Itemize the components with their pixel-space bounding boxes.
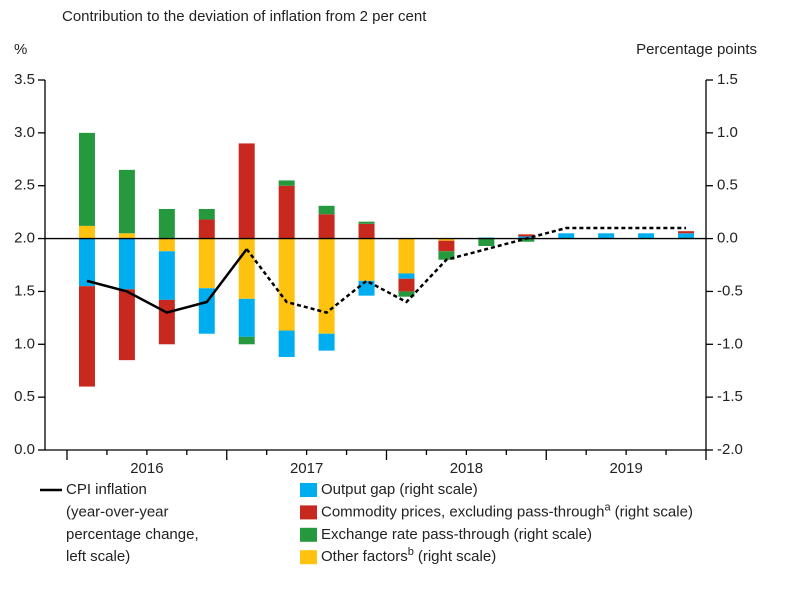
bar-segment xyxy=(278,180,295,186)
bar-segment xyxy=(518,234,535,237)
bar-segment xyxy=(78,286,95,387)
bar-segment xyxy=(158,251,175,300)
bar-segment xyxy=(198,288,215,334)
legend-label: left scale) xyxy=(66,548,130,565)
y-tick-label: 0.5 xyxy=(14,388,35,405)
bar-segment xyxy=(358,238,375,281)
bar-segment xyxy=(278,330,295,357)
y2-tick-label: 0.0 xyxy=(717,230,738,247)
bar-segment xyxy=(398,238,415,274)
legend-text: a xyxy=(604,501,611,513)
legend-text: Output gap (right scale) xyxy=(321,481,478,498)
bar-segment xyxy=(398,291,415,297)
legend-label: percentage change, xyxy=(66,526,199,543)
bar-segment xyxy=(198,208,215,220)
bar-segment xyxy=(158,299,175,345)
bar-segment xyxy=(478,238,495,246)
y-tick-label: 1.5 xyxy=(14,282,35,299)
y2-tick-label: 0.5 xyxy=(717,177,738,194)
bar-segment xyxy=(278,185,295,239)
bar-segment xyxy=(318,205,335,215)
legend-label: Exchange rate pass-through (right scale) xyxy=(321,526,592,543)
y2-tick-label: 1.0 xyxy=(717,124,738,141)
x-tick-label: 2016 xyxy=(130,460,163,477)
bar-segment xyxy=(118,169,135,234)
bar-segment xyxy=(158,208,175,239)
y-tick-label: 1.0 xyxy=(14,335,35,352)
bar-segment xyxy=(558,233,575,239)
y2-tick-label: -1.5 xyxy=(717,388,743,405)
x-tick-label: 2018 xyxy=(450,460,483,477)
y-tick-label: 0.0 xyxy=(14,441,35,458)
legend-text: b xyxy=(408,546,414,558)
cpi-line-projection xyxy=(245,226,687,314)
cpi-line xyxy=(86,248,248,314)
bar-segment xyxy=(318,238,335,334)
bar-segment xyxy=(238,298,255,337)
y-tick-label: 3.5 xyxy=(14,71,35,88)
bar-segment xyxy=(78,225,95,239)
bar-segment xyxy=(598,233,615,239)
y-tick-label: 2.5 xyxy=(14,177,35,194)
bar-segment xyxy=(278,238,295,331)
legend-label: Commodity prices, excluding pass-through… xyxy=(321,501,693,520)
legend-swatch xyxy=(300,505,317,520)
legend-text: Other factors xyxy=(321,548,408,565)
legend-text: (right scale) xyxy=(418,548,496,565)
legend-text: Exchange rate pass-through (right scale) xyxy=(321,526,592,543)
legend-swatch xyxy=(300,550,317,565)
bar-segment xyxy=(678,231,695,234)
bar-segment xyxy=(118,238,135,290)
legend-label: CPI inflation xyxy=(66,481,147,498)
bar-segment xyxy=(358,221,375,224)
chart-title: Contribution to the deviation of inflati… xyxy=(62,8,427,25)
bar-segment xyxy=(358,280,375,296)
bar-segment xyxy=(438,238,455,241)
legend-label: Other factorsb (right scale) xyxy=(321,546,496,565)
bar-segment xyxy=(638,233,655,239)
bar-segment xyxy=(198,238,215,289)
legend-swatch xyxy=(300,527,317,542)
bar-segment xyxy=(118,233,135,239)
y2-tick-label: -1.0 xyxy=(717,335,743,352)
bar-segment xyxy=(198,219,215,239)
bar-segment xyxy=(318,214,335,239)
bar-segment xyxy=(238,238,255,299)
bar-segment xyxy=(438,251,455,260)
bar-segment xyxy=(158,238,175,252)
bar-segment xyxy=(398,278,415,292)
y-axis-label: % xyxy=(14,41,27,58)
bar-segment xyxy=(78,238,95,287)
bar-segment xyxy=(78,132,95,226)
y2-tick-label: -0.5 xyxy=(717,282,743,299)
y2-tick-label: 1.5 xyxy=(717,71,738,88)
bar-segment xyxy=(518,238,535,242)
bar-segment xyxy=(678,233,695,239)
bar-segment xyxy=(238,143,255,239)
legend-text: Commodity prices, excluding pass-through xyxy=(321,503,604,520)
y2-tick-label: -2.0 xyxy=(717,441,743,458)
bar-segment xyxy=(238,336,255,345)
y2-axis-label: Percentage points xyxy=(636,41,757,58)
legend-label: Output gap (right scale) xyxy=(321,481,478,498)
bar-segment xyxy=(318,333,335,351)
y-tick-label: 3.0 xyxy=(14,124,35,141)
legend-label: (year-over-year xyxy=(66,503,169,520)
bar-segment xyxy=(398,273,415,279)
x-tick-label: 2017 xyxy=(290,460,323,477)
legend-text: (right scale) xyxy=(615,503,693,520)
bar-segment xyxy=(118,289,135,361)
bar-segment xyxy=(438,240,455,252)
bar-segment xyxy=(358,223,375,239)
x-tick-label: 2019 xyxy=(609,460,642,477)
legend-swatch xyxy=(300,483,317,497)
y-tick-label: 2.0 xyxy=(14,230,35,247)
